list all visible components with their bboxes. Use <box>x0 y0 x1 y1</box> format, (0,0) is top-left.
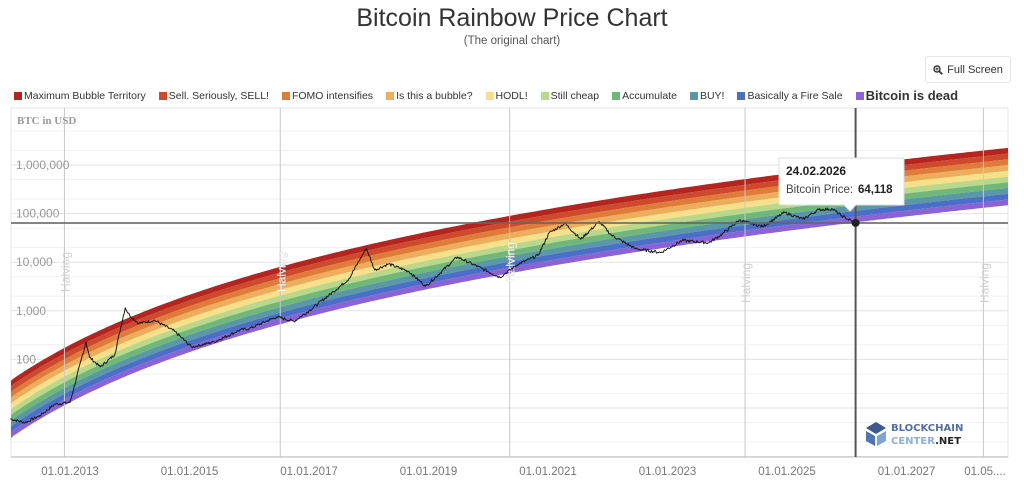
legend-label: Still cheap <box>550 89 600 102</box>
blockchaincenter-logo: BLOCKCHAIN CENTER.NET <box>866 422 963 447</box>
legend-label: HODL! <box>495 89 528 102</box>
legend-item[interactable]: Is this a bubble? <box>386 89 473 102</box>
legend-item[interactable]: FOMO intensifies <box>281 89 374 102</box>
y-tick-label: 10,000 <box>16 255 53 269</box>
tooltip-label: Bitcoin Price: <box>786 184 853 196</box>
legend-swatch <box>540 91 549 100</box>
tooltip-date: 24.02.2026 <box>786 164 846 178</box>
legend-label: Maximum Bubble Territory <box>24 89 146 102</box>
legend-item[interactable]: Bitcoin is dead <box>855 88 959 103</box>
legend-label: Bitcoin is dead <box>865 88 959 103</box>
x-tick-label: 01.01.2027 <box>878 466 936 478</box>
halving-label: Halving <box>977 263 991 303</box>
x-tick-label: 01.01.2023 <box>639 466 697 478</box>
legend-swatch <box>855 91 864 100</box>
halving-label: Halving <box>58 252 72 292</box>
legend-label: Accumulate <box>622 89 677 102</box>
legend-swatch <box>689 91 698 100</box>
y-tick-label: 1,000 <box>16 304 46 318</box>
x-tick-label: 01.01.2025 <box>758 466 816 478</box>
legend-label: Sell. Seriously, SELL! <box>168 89 269 102</box>
full-screen-label: Full Screen <box>947 63 1003 76</box>
x-tick-label: 01.05.... <box>964 466 1006 478</box>
legend-item[interactable]: BUY! <box>689 89 725 102</box>
price-line <box>10 207 856 424</box>
legend-label: Basically a Fire Sale <box>747 89 843 102</box>
legend-swatch <box>281 91 290 100</box>
logo-text-line2: CENTER.NET <box>891 436 961 447</box>
y-tick-label: 100,000 <box>16 207 60 221</box>
x-tick-label: 01.01.2019 <box>400 466 458 478</box>
logo-text-line1: BLOCKCHAIN <box>891 423 963 434</box>
legend-swatch <box>14 91 22 100</box>
y-tick-label: 100 <box>16 352 36 366</box>
chart-title: Bitcoin Rainbow Price Chart <box>356 4 668 32</box>
halving-lines: Halving Halving Halving Halving Halving <box>58 108 991 457</box>
legend: Maximum Bubble Territory Sell. Seriously,… <box>14 88 971 103</box>
tooltip-value: 64,118 <box>858 184 893 196</box>
x-tick-label: 01.01.2021 <box>519 466 577 478</box>
tooltip-box <box>778 157 905 212</box>
halving-label: Halving <box>274 252 288 292</box>
legend-swatch <box>737 91 746 100</box>
crosshair-point <box>851 218 860 227</box>
halving-label: Halving <box>739 263 753 303</box>
legend-item[interactable]: Maximum Bubble Territory <box>14 90 146 102</box>
legend-swatch <box>158 91 167 100</box>
legend-item[interactable]: Sell. Seriously, SELL! <box>158 89 269 102</box>
x-tick-label: 01.01.2015 <box>161 466 219 478</box>
y-tick-label: 1,000,000 <box>16 158 70 172</box>
logo-cube-icon <box>866 422 886 434</box>
axes: BTC in USD 100 1,000 10,000 100,000 1,000,000… <box>11 115 1008 478</box>
legend-item[interactable]: Basically a Fire Sale <box>737 89 843 102</box>
legend-swatch <box>386 91 395 100</box>
legend-label: BUY! <box>699 89 725 102</box>
logo-text-net: .NET <box>935 436 961 447</box>
zoom-in-icon <box>933 64 944 75</box>
legend-label: Is this a bubble? <box>396 89 473 102</box>
legend-swatch <box>485 91 494 100</box>
crosshair-overlay: 24.02.2026 Bitcoin Price: 64,118 <box>11 108 1008 457</box>
legend-item[interactable]: HODL! <box>485 89 528 102</box>
x-tick-label: 01.01.2013 <box>41 466 99 478</box>
logo-cube-icon <box>877 431 886 446</box>
legend-label: FOMO intensifies <box>291 89 374 102</box>
halving-label: Halving <box>504 242 518 282</box>
full-screen-button[interactable]: Full Screen <box>925 56 1011 83</box>
legend-swatch <box>612 91 621 100</box>
logo-cube-icon <box>866 431 875 446</box>
price-series <box>10 207 856 424</box>
x-tick-label: 01.01.2017 <box>280 466 338 478</box>
chart-subtitle: (The original chart) <box>463 35 561 47</box>
y-axis-title: BTC in USD <box>17 115 76 127</box>
legend-item[interactable]: Accumulate <box>612 90 677 102</box>
legend-item[interactable]: Still cheap <box>540 89 600 102</box>
